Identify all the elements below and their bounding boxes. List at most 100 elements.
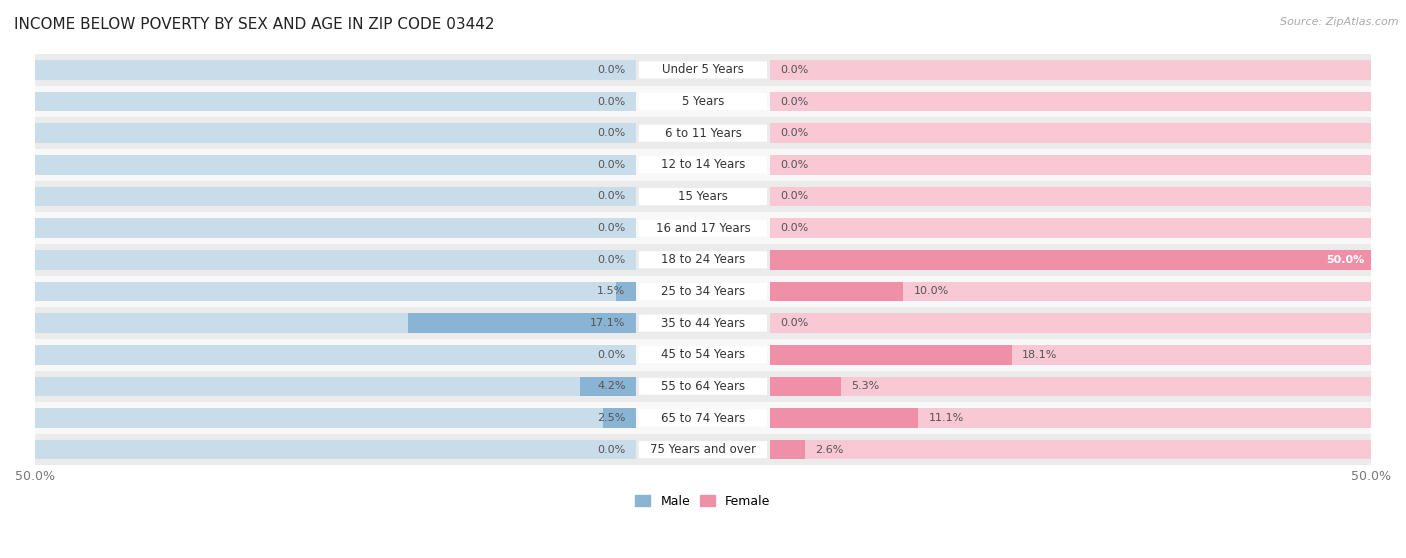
Legend: Male, Female: Male, Female <box>630 490 776 513</box>
Text: 0.0%: 0.0% <box>598 160 626 170</box>
FancyBboxPatch shape <box>638 251 768 268</box>
Text: 0.0%: 0.0% <box>780 318 808 328</box>
Text: 65 to 74 Years: 65 to 74 Years <box>661 411 745 425</box>
Bar <box>35 181 1371 212</box>
Bar <box>770 282 904 301</box>
Text: 55 to 64 Years: 55 to 64 Years <box>661 380 745 393</box>
Bar <box>35 149 1371 181</box>
Text: 0.0%: 0.0% <box>598 128 626 138</box>
Bar <box>35 440 636 459</box>
Bar <box>35 86 1371 117</box>
Bar <box>35 212 1371 244</box>
FancyBboxPatch shape <box>638 156 768 174</box>
Text: 0.0%: 0.0% <box>598 97 626 107</box>
Bar <box>35 60 636 80</box>
Bar <box>770 60 1371 80</box>
Bar <box>581 377 636 396</box>
Text: 0.0%: 0.0% <box>598 445 626 455</box>
Bar <box>770 250 1371 270</box>
Bar <box>770 187 1371 206</box>
Bar <box>35 339 1371 371</box>
FancyBboxPatch shape <box>638 220 768 237</box>
Text: 0.0%: 0.0% <box>780 97 808 107</box>
Bar <box>770 313 1371 333</box>
Bar <box>616 282 636 301</box>
Bar <box>35 123 636 143</box>
FancyBboxPatch shape <box>638 315 768 331</box>
Bar <box>581 377 636 396</box>
Bar <box>35 434 1371 465</box>
Text: 35 to 44 Years: 35 to 44 Years <box>661 316 745 330</box>
Bar <box>35 244 1371 276</box>
Bar <box>770 408 918 428</box>
Bar <box>35 402 1371 434</box>
Text: 1.5%: 1.5% <box>598 286 626 296</box>
Text: 0.0%: 0.0% <box>598 65 626 75</box>
FancyBboxPatch shape <box>638 410 768 426</box>
Text: 11.1%: 11.1% <box>929 413 965 423</box>
Text: 0.0%: 0.0% <box>780 65 808 75</box>
Bar <box>770 218 1371 238</box>
Bar <box>35 282 636 301</box>
Text: 5.3%: 5.3% <box>851 381 880 391</box>
Bar <box>35 313 636 333</box>
Bar <box>35 276 1371 307</box>
Bar <box>770 377 841 396</box>
Bar <box>35 377 636 396</box>
Text: 10.0%: 10.0% <box>914 286 949 296</box>
Text: 2.5%: 2.5% <box>598 413 626 423</box>
Text: 0.0%: 0.0% <box>780 128 808 138</box>
Bar <box>35 92 636 112</box>
FancyBboxPatch shape <box>638 283 768 300</box>
Text: 5 Years: 5 Years <box>682 95 724 108</box>
Bar <box>35 54 1371 86</box>
Text: 17.1%: 17.1% <box>591 318 626 328</box>
Bar <box>770 408 1371 428</box>
Text: 45 to 54 Years: 45 to 54 Years <box>661 348 745 361</box>
Bar <box>770 345 1371 364</box>
Bar <box>35 187 636 206</box>
Bar <box>35 155 636 175</box>
FancyBboxPatch shape <box>638 346 768 363</box>
Text: Under 5 Years: Under 5 Years <box>662 64 744 76</box>
FancyBboxPatch shape <box>638 441 768 458</box>
Text: 18.1%: 18.1% <box>1022 350 1057 360</box>
Bar <box>35 250 636 270</box>
Bar <box>603 408 636 428</box>
FancyBboxPatch shape <box>638 61 768 79</box>
Bar <box>35 371 1371 402</box>
Bar <box>770 440 1371 459</box>
Text: 25 to 34 Years: 25 to 34 Years <box>661 285 745 298</box>
Text: 16 and 17 Years: 16 and 17 Years <box>655 222 751 234</box>
Bar <box>770 123 1371 143</box>
Text: 6 to 11 Years: 6 to 11 Years <box>665 127 741 140</box>
Text: 0.0%: 0.0% <box>598 191 626 201</box>
Text: 4.2%: 4.2% <box>598 381 626 391</box>
Bar <box>35 408 636 428</box>
Bar <box>35 218 636 238</box>
FancyBboxPatch shape <box>638 188 768 205</box>
Text: 0.0%: 0.0% <box>780 191 808 201</box>
Bar <box>603 408 636 428</box>
Bar <box>770 345 1011 364</box>
Text: 0.0%: 0.0% <box>598 350 626 360</box>
Text: 0.0%: 0.0% <box>598 223 626 233</box>
Text: 18 to 24 Years: 18 to 24 Years <box>661 253 745 266</box>
Text: 50.0%: 50.0% <box>1326 255 1364 265</box>
FancyBboxPatch shape <box>638 93 768 110</box>
Text: 15 Years: 15 Years <box>678 190 728 203</box>
Bar <box>616 282 636 301</box>
Text: 75 Years and over: 75 Years and over <box>650 443 756 456</box>
Text: 0.0%: 0.0% <box>598 255 626 265</box>
Bar <box>408 313 636 333</box>
Bar <box>770 377 1371 396</box>
FancyBboxPatch shape <box>638 378 768 395</box>
Bar <box>770 440 804 459</box>
Text: 2.6%: 2.6% <box>815 445 844 455</box>
Bar <box>770 282 1371 301</box>
Text: 0.0%: 0.0% <box>780 160 808 170</box>
FancyBboxPatch shape <box>638 124 768 142</box>
Text: 12 to 14 Years: 12 to 14 Years <box>661 158 745 171</box>
Bar <box>35 307 1371 339</box>
Bar <box>35 345 636 364</box>
